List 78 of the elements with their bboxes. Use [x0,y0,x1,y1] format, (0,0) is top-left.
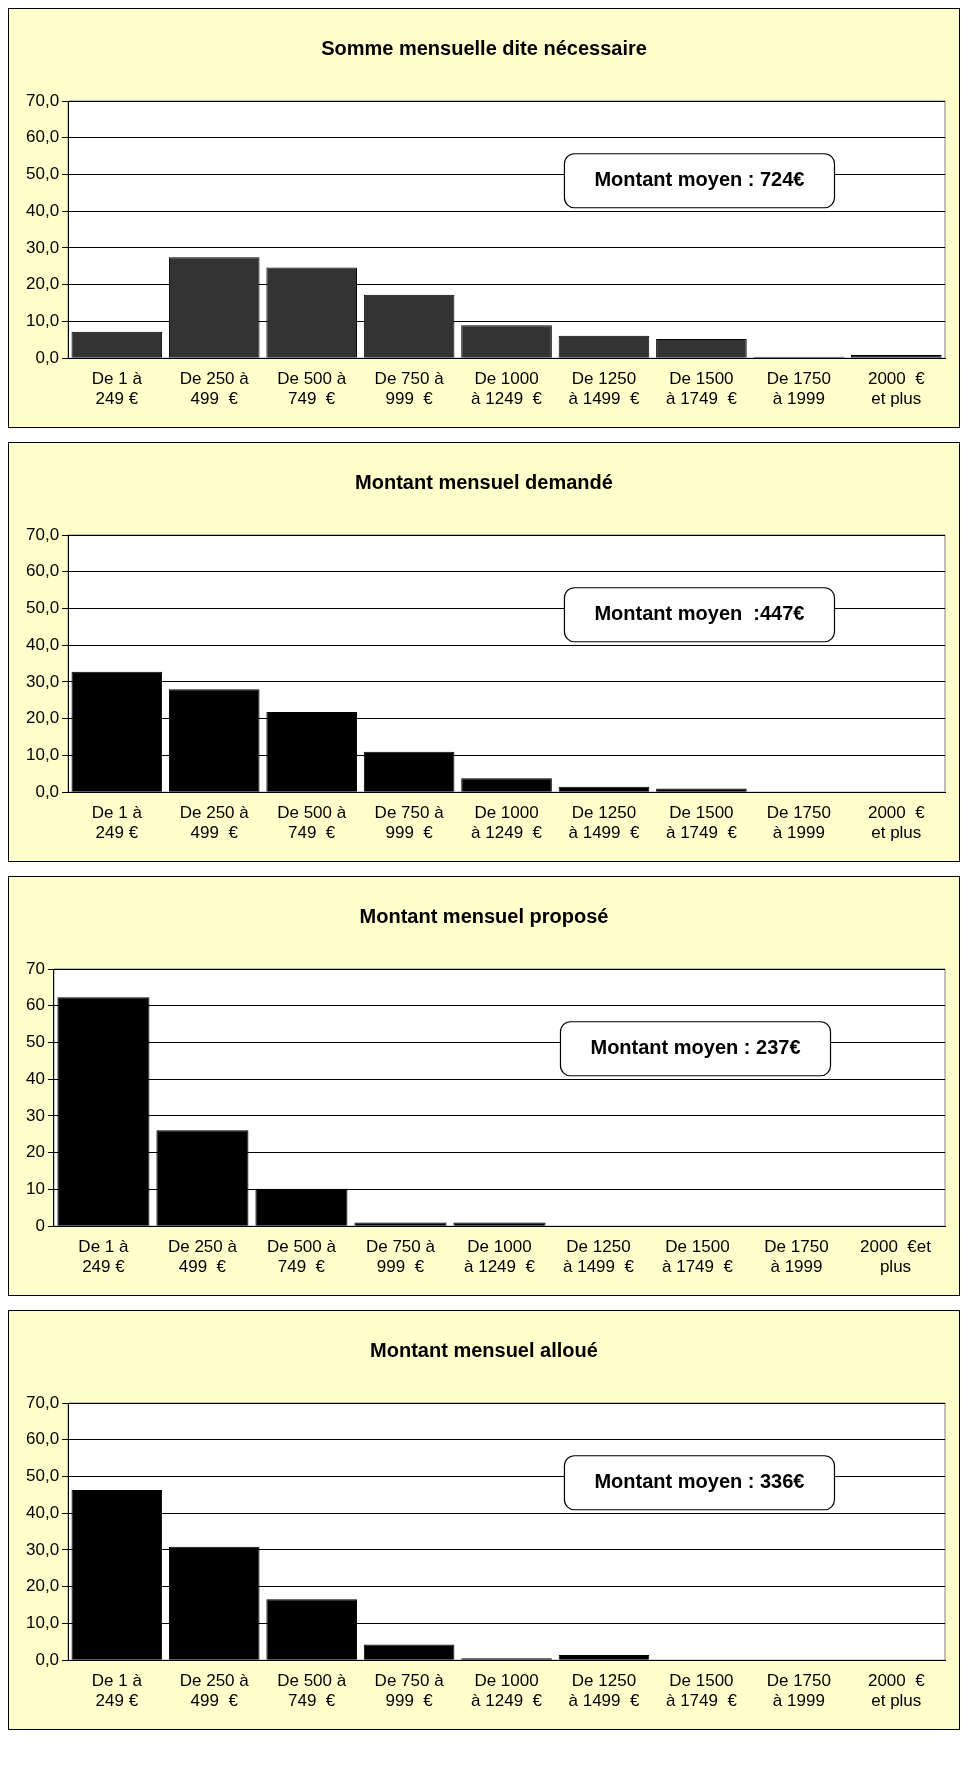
x-tick-label: De 1250 à 1499 € [563,1237,635,1277]
bar [461,778,552,792]
y-tick-label: 60 [25,995,45,1015]
y-tick-label: 60,0 [25,561,60,581]
y-tick-label: 20,0 [25,708,60,728]
x-tick-label: De 1750 à 1999 [766,369,831,409]
x-tick-label: De 1250 à 1499 € [568,1671,640,1711]
x-tick-label: De 750 à 999 € [374,369,445,409]
x-tick-label: De 1 à 249 € [91,1671,143,1711]
x-tick-label: De 1750 à 1999 [766,803,831,843]
y-tick-label: 60,0 [25,1429,60,1449]
chart-title: Somme mensuelle dite nécessaire [321,36,647,59]
y-tick-label: 30 [25,1105,45,1125]
chart-title: Montant mensuel proposé [359,904,609,927]
chart-title: Montant mensuel demandé [355,470,613,493]
x-tick-label: De 500 à 749 € [277,369,347,409]
y-tick-label: 40,0 [25,634,60,654]
x-tick-label: De 1000 à 1249 € [471,369,543,409]
y-tick-label: 30,0 [25,671,60,691]
x-tick-label: De 1 à 249 € [78,1237,129,1277]
x-tick-label: De 500 à 749 € [277,1671,347,1711]
y-tick-label: 0,0 [35,781,60,801]
x-tick-label: De 750 à 999 € [365,1237,436,1277]
y-tick-label: 50,0 [25,598,60,618]
x-tick-label: De 750 à 999 € [374,803,445,843]
x-tick-label: De 1500 à 1749 € [662,1237,734,1277]
x-tick-label: De 250 à 499 € [167,1237,238,1277]
y-tick-label: 0,0 [35,1649,60,1669]
x-tick-label: De 1250 à 1499 € [568,369,640,409]
x-tick-label: De 750 à 999 € [374,1671,445,1711]
y-tick-label: 70,0 [25,524,60,544]
x-tick-label: De 1 à 249 € [91,369,143,409]
y-tick-label: 10,0 [25,1613,60,1633]
x-tick-label: De 1500 à 1749 € [665,803,738,843]
y-tick-label: 10,0 [25,311,60,331]
x-tick-label: De 1500 à 1749 € [665,1671,738,1711]
x-tick-label: 2000 € et plus [867,803,926,843]
x-tick-label: 2000 € et plus [867,1671,926,1711]
annotation: Montant moyen :447€ [594,602,805,625]
annotation: Montant moyen : 237€ [590,1036,801,1059]
x-tick-label: De 1000 à 1249 € [464,1237,536,1277]
y-tick-label: 40,0 [25,1502,60,1522]
x-tick-label: De 1000 à 1249 € [471,1671,543,1711]
y-tick-label: 0 [35,1215,45,1235]
x-tick-label: De 1 à 249 € [91,803,143,843]
y-tick-label: 20,0 [25,1576,60,1596]
y-tick-label: 10,0 [25,745,60,765]
y-tick-label: 50 [25,1032,45,1052]
x-tick-label: De 250 à 499 € [179,803,250,843]
y-tick-label: 50,0 [25,1466,60,1486]
x-tick-label: De 250 à 499 € [179,369,250,409]
x-tick-label: 2000 €et plus [860,1237,932,1277]
bar [363,1644,455,1660]
annotation: Montant moyen : 724€ [594,168,805,191]
y-tick-label: 40,0 [25,200,60,220]
x-tick-label: De 500 à 749 € [266,1237,337,1277]
x-tick-label: De 250 à 499 € [179,1671,250,1711]
y-tick-label: 30,0 [25,237,60,257]
y-tick-label: 70,0 [25,1392,60,1412]
x-tick-label: De 1500 à 1749 € [665,369,738,409]
y-tick-label: 70 [25,958,45,978]
y-tick-label: 40 [25,1068,45,1088]
y-tick-label: 60,0 [25,127,60,147]
x-tick-label: 2000 € et plus [867,369,926,409]
x-tick-label: De 1000 à 1249 € [471,803,543,843]
y-tick-label: 0,0 [35,347,60,367]
annotation: Montant moyen : 336€ [594,1470,805,1493]
y-tick-label: 20,0 [25,274,60,294]
y-tick-label: 30,0 [25,1539,60,1559]
y-tick-label: 20 [25,1142,45,1162]
chart-title: Montant mensuel alloué [370,1338,598,1361]
x-tick-label: De 1750 à 1999 [764,1237,829,1277]
y-tick-label: 50,0 [25,164,60,184]
y-tick-label: 70,0 [25,90,60,110]
x-tick-label: De 500 à 749 € [277,803,347,843]
x-tick-label: De 1750 à 1999 [766,1671,831,1711]
x-tick-label: De 1250 à 1499 € [568,803,640,843]
y-tick-label: 10 [25,1179,45,1199]
